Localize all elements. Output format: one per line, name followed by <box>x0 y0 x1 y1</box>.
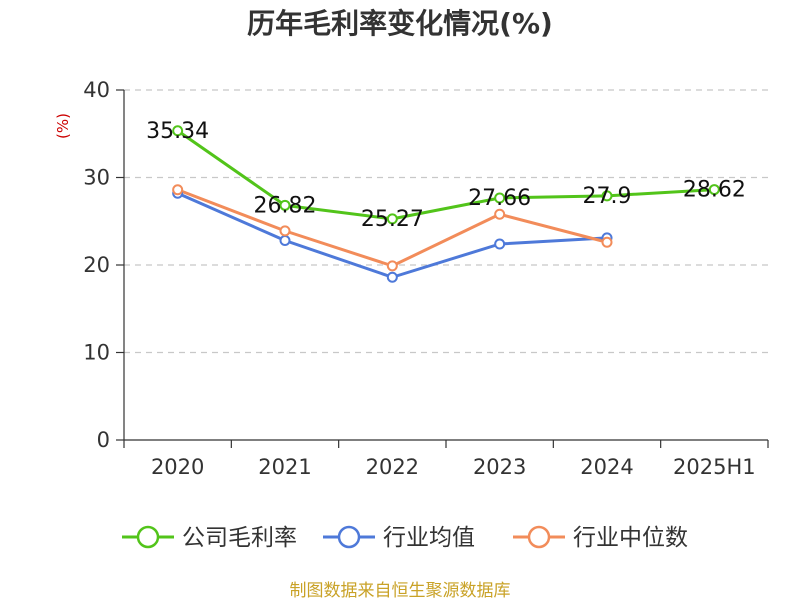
legend-label: 行业均值 <box>383 525 475 551</box>
data-point <box>601 190 613 202</box>
data-point <box>494 208 506 220</box>
data-label: 28.62 <box>683 178 746 203</box>
y-tick-label: 10 <box>83 341 110 365</box>
data-label: 25.27 <box>361 207 424 232</box>
series-line-0 <box>176 129 715 221</box>
x-tick-label: 2021 <box>258 455 311 479</box>
axes: 0 10 20 30 40 2020 2021 2022 2023 2024 2025H1 <box>83 78 769 479</box>
legend-marker-1 <box>337 525 361 549</box>
data-labels: 35.34 26.82 25.27 27.66 27.9 28.62 <box>146 119 746 232</box>
grid-lines <box>124 89 768 354</box>
legend-marker-0 <box>136 525 160 549</box>
legend-label: 公司毛利率 <box>182 525 297 551</box>
data-point <box>386 213 398 225</box>
x-tick-label: 2022 <box>366 455 419 479</box>
chart-title: 历年毛利率变化情况(%) <box>247 7 553 40</box>
x-tick-label: 2020 <box>151 455 204 479</box>
source-note: 制图数据来自恒生聚源数据库 <box>290 581 511 600</box>
data-label: 26.82 <box>254 193 317 218</box>
data-point <box>386 271 398 283</box>
data-point <box>279 235 291 246</box>
x-tick-label: 2024 <box>580 455 633 479</box>
x-tick-label: 2023 <box>473 455 526 479</box>
data-label: 27.9 <box>583 184 632 209</box>
data-point <box>279 199 291 211</box>
data-label: 35.34 <box>146 119 209 144</box>
legend: 公司毛利率 行业均值 行业中位数 <box>122 525 688 551</box>
data-point <box>708 184 720 196</box>
y-tick-label: 30 <box>83 166 110 190</box>
data-point <box>279 225 291 237</box>
data-point <box>172 184 184 196</box>
data-point <box>494 192 506 204</box>
data-points <box>172 125 720 283</box>
data-label: 27.66 <box>468 186 531 211</box>
y-tick-label: 40 <box>83 78 110 102</box>
data-point <box>172 125 184 137</box>
data-point <box>601 236 613 248</box>
y-axis-unit-label: (%) <box>54 113 72 139</box>
y-tick-label: 20 <box>83 253 110 277</box>
y-tick-label: 0 <box>97 428 110 452</box>
x-tick-label: 2025H1 <box>673 455 756 479</box>
data-point <box>494 238 506 250</box>
legend-label: 行业中位数 <box>573 525 688 551</box>
legend-marker-2 <box>527 525 551 549</box>
data-point <box>386 260 398 272</box>
